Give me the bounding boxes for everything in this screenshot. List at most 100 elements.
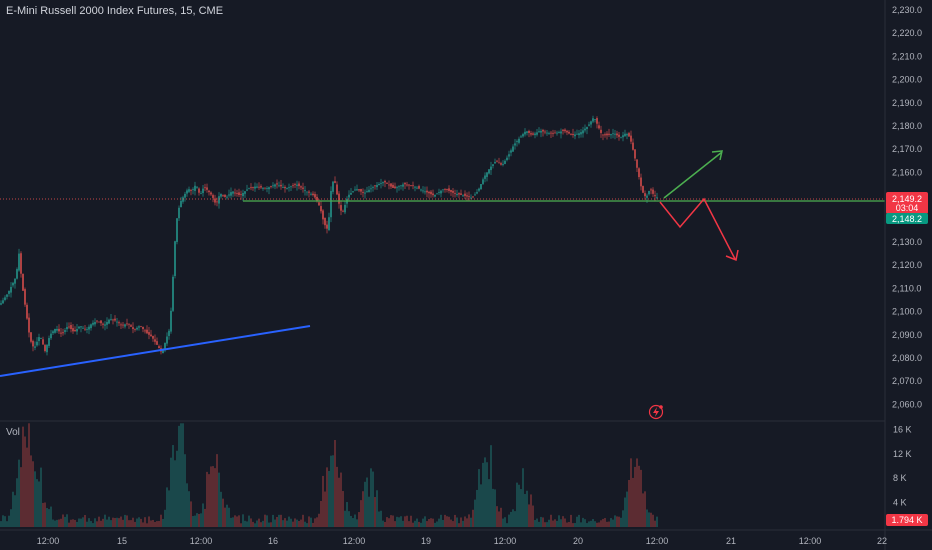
- candle-body: [98, 321, 100, 323]
- candle-body: [14, 278, 16, 284]
- candle-body: [158, 346, 160, 349]
- symbol-title[interactable]: E-Mini Russell 2000 Index Futures, 15, C…: [6, 5, 224, 17]
- volume-bar: [370, 468, 372, 527]
- candle-body: [142, 326, 144, 329]
- candle-body: [414, 186, 416, 188]
- volume-bar: [498, 511, 500, 527]
- candle-body: [304, 190, 306, 192]
- volume-bar: [72, 519, 74, 527]
- volume-bar: [282, 520, 284, 527]
- candle-body: [88, 326, 90, 330]
- candle-body: [344, 204, 346, 213]
- candle-body: [24, 289, 26, 305]
- volume-bar: [266, 515, 268, 527]
- candle-body: [106, 322, 108, 325]
- candle-body: [522, 134, 524, 137]
- candle-body: [488, 169, 490, 174]
- volume-bar: [138, 517, 140, 527]
- candle-body: [110, 318, 112, 320]
- volume-bar: [446, 516, 448, 527]
- candle-body: [60, 332, 62, 334]
- volume-bar: [624, 497, 626, 527]
- volume-bar: [422, 518, 424, 527]
- volume-bar: [420, 522, 422, 527]
- volume-bar: [146, 523, 148, 527]
- candle-body: [430, 191, 432, 195]
- volume-bar: [26, 447, 28, 527]
- volume-bar: [570, 514, 572, 527]
- volume-bar: [38, 481, 40, 527]
- candle-body: [284, 186, 286, 189]
- volume-bar: [326, 467, 328, 527]
- time-axis[interactable]: 12:00 15 12:00 16 12:00 19 12:00 20 12:00 21 12:00…: [37, 536, 887, 546]
- candle-body: [170, 310, 172, 332]
- volume-bar: [130, 520, 132, 527]
- candle-body: [50, 333, 52, 339]
- candle-body: [446, 189, 448, 191]
- volume-bar: [42, 502, 44, 527]
- volume-bar: [260, 522, 262, 527]
- candle-body: [252, 187, 254, 188]
- volume-bar: [340, 472, 342, 527]
- volume-bar: [300, 519, 302, 527]
- volume-bar: [22, 426, 24, 527]
- candle-body: [372, 187, 374, 188]
- candle-body: [562, 129, 564, 131]
- volume-bar: [456, 517, 458, 527]
- volume-bar: [464, 516, 466, 527]
- volume-bar: [504, 517, 506, 527]
- volume-bar: [124, 514, 126, 527]
- volume-bar: [610, 518, 612, 527]
- candle-body: [196, 186, 198, 188]
- candle-body: [274, 184, 276, 187]
- candle-body: [640, 177, 642, 187]
- candle-body: [544, 131, 546, 133]
- candle-body: [392, 184, 394, 188]
- volume-bar: [454, 514, 456, 527]
- volume-bar: [336, 466, 338, 527]
- volume-bar: [628, 479, 630, 527]
- candle-body: [644, 193, 646, 197]
- volume-bars: [0, 423, 658, 527]
- candle-body: [628, 133, 630, 137]
- trend-line[interactable]: [0, 325, 311, 377]
- candle-body: [308, 191, 310, 193]
- candle-body: [528, 131, 530, 133]
- volume-bar: [184, 454, 186, 527]
- arrow-down-drawing[interactable]: [659, 197, 739, 262]
- candle-body: [404, 183, 406, 185]
- price-tick-label: 2,220.0: [892, 28, 922, 38]
- volume-bar: [218, 472, 220, 527]
- price-tick-label: 2,190.0: [892, 98, 922, 108]
- volume-bar: [492, 488, 494, 527]
- candle-body: [456, 193, 458, 195]
- lightning-alert-icon[interactable]: [648, 404, 664, 420]
- volume-bar: [586, 523, 588, 527]
- candle-body: [38, 337, 40, 342]
- candle-body: [518, 138, 520, 143]
- candle-body: [180, 200, 182, 208]
- volume-bar: [6, 521, 8, 527]
- volume-bar: [448, 516, 450, 527]
- volume-bar: [582, 517, 584, 527]
- candle-body: [238, 192, 240, 196]
- candle-body: [32, 340, 34, 347]
- volume-bar: [308, 516, 310, 527]
- volume-bar: [424, 516, 426, 527]
- price-axis[interactable]: 2,230.0 2,220.0 2,210.0 2,200.0 2,190.0 2,180…: [892, 5, 922, 409]
- candle-body: [368, 189, 370, 193]
- volume-bar: [178, 425, 180, 527]
- volume-bar: [600, 520, 602, 527]
- volume-bar: [114, 517, 116, 527]
- arrow-up-drawing[interactable]: [663, 150, 723, 199]
- volume-bar: [550, 514, 552, 527]
- volume-bar: [102, 518, 104, 527]
- volume-bar: [470, 517, 472, 527]
- candle-body: [314, 194, 316, 198]
- candle-body: [362, 192, 364, 193]
- candle-body: [230, 192, 232, 196]
- volume-bar: [502, 518, 504, 527]
- candle-body: [386, 183, 388, 184]
- candle-body: [494, 161, 496, 164]
